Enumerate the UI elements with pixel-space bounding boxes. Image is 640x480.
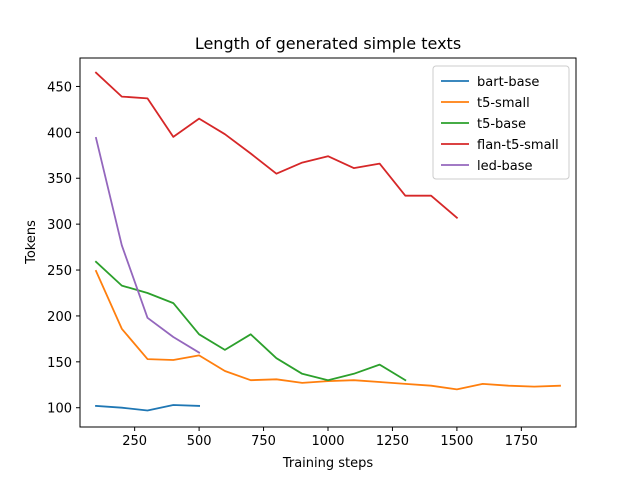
- y-axis-label: Tokens: [24, 220, 39, 265]
- x-axis-ticks: 250 500 750 1000 1250 1500 1750: [122, 427, 538, 449]
- y-tick-label: 100: [47, 402, 72, 417]
- y-tick-label: 400: [47, 126, 72, 141]
- x-tick-label: 250: [122, 434, 147, 449]
- x-axis-label: Training steps: [282, 456, 374, 471]
- y-tick-label: 450: [47, 80, 72, 95]
- plot-lines: [94, 71, 561, 412]
- x-tick-label: 750: [251, 434, 276, 449]
- y-tick-label: 300: [47, 218, 72, 233]
- legend-label-bart-base: bart-base: [477, 75, 539, 90]
- legend-label-led-base: led-base: [477, 159, 533, 174]
- x-tick-label: 1750: [505, 434, 538, 449]
- x-tick-label: 1250: [376, 434, 409, 449]
- chart-title: Length of generated simple texts: [195, 34, 461, 53]
- legend-label-t5-base: t5-base: [477, 117, 526, 132]
- y-tick-label: 250: [47, 264, 72, 279]
- y-axis-ticks: 100 150 200 250 300 350 400 450: [47, 80, 80, 417]
- series-line-led-base: [94, 136, 201, 354]
- series-line-t5-base: [94, 260, 407, 382]
- legend-label-flan-t5-small: flan-t5-small: [477, 138, 559, 153]
- x-tick-label: 500: [187, 434, 212, 449]
- y-tick-label: 150: [47, 356, 72, 371]
- legend: bart-base t5-small t5-base flan-t5-small led…: [432, 65, 570, 180]
- y-tick-label: 350: [47, 172, 72, 187]
- x-tick-label: 1500: [440, 434, 473, 449]
- series-line-flan-t5-small: [94, 71, 459, 219]
- x-tick-label: 1000: [311, 434, 344, 449]
- y-tick-label: 200: [47, 310, 72, 325]
- legend-box: [432, 65, 570, 180]
- legend-label-t5-small: t5-small: [477, 96, 530, 111]
- series-line-bart-base: [95, 404, 201, 412]
